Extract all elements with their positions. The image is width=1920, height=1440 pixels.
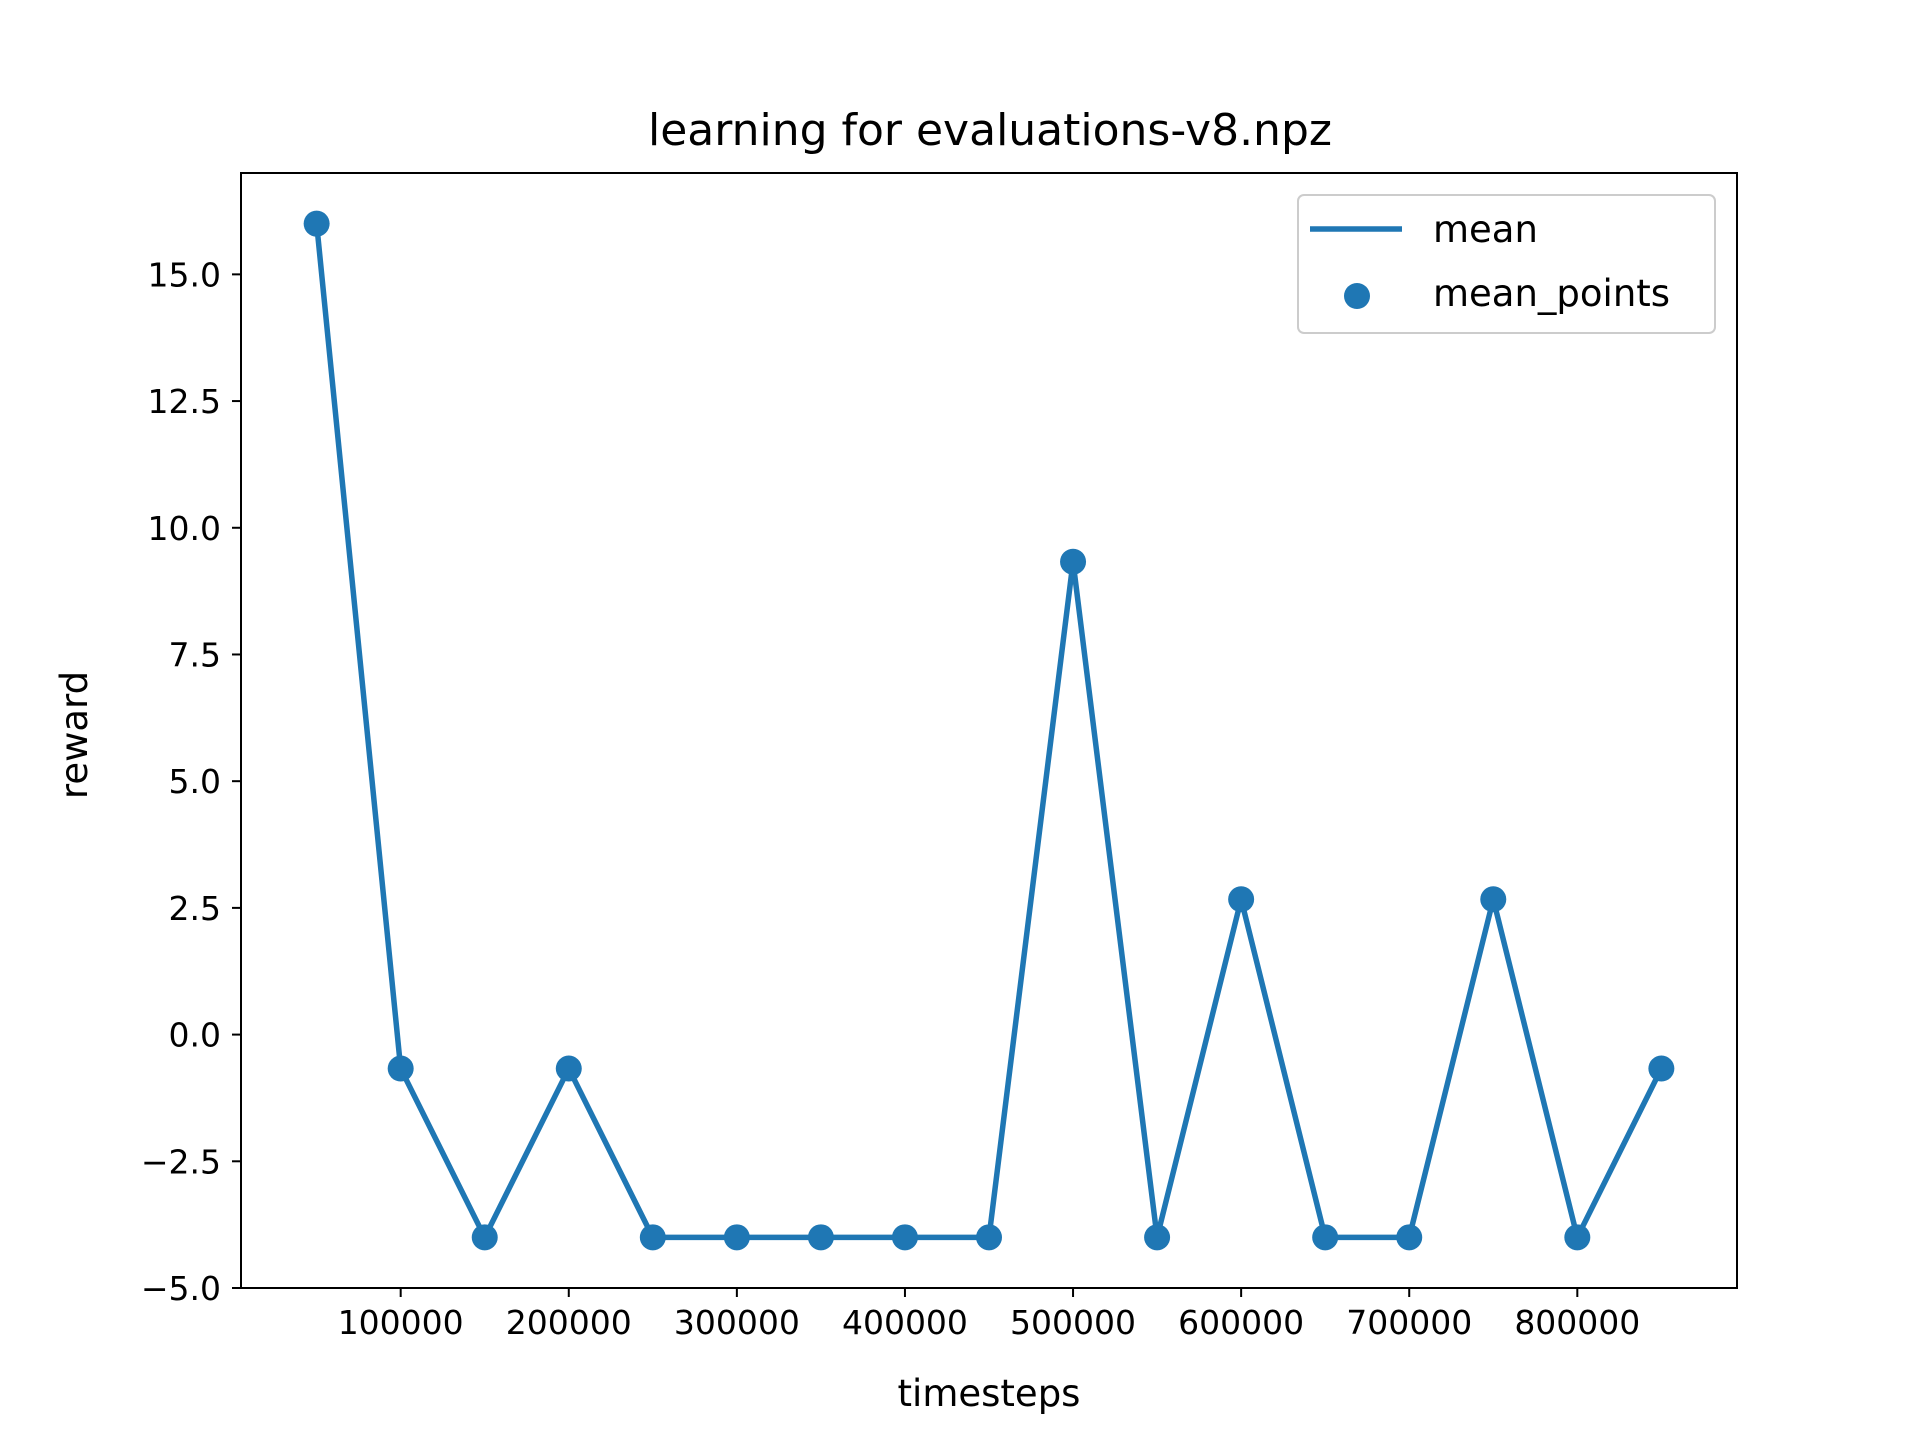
x-tick-label: 600000 <box>1178 1303 1304 1342</box>
data-point <box>891 1224 918 1251</box>
data-point <box>976 1224 1002 1251</box>
chart-title: learning for evaluations-v8.npz <box>648 105 1332 156</box>
legend: mean mean_points <box>1297 194 1716 334</box>
data-point <box>471 1224 498 1251</box>
y-tick-label: −2.5 <box>141 1142 221 1181</box>
series-points-mean-points <box>303 210 1675 1251</box>
y-tick-label: 7.5 <box>169 635 221 674</box>
x-axis-label: timesteps <box>898 1372 1081 1415</box>
legend-label-mean-points: mean_points <box>1433 272 1670 315</box>
y-tick-label: 15.0 <box>148 255 221 294</box>
data-point <box>1060 548 1087 575</box>
data-point <box>1228 886 1255 913</box>
data-point <box>807 1224 834 1251</box>
data-point <box>1144 1224 1171 1251</box>
plot-area <box>241 173 1737 1288</box>
data-point <box>1312 1224 1339 1251</box>
y-tick-label: −5.0 <box>141 1269 221 1308</box>
data-point <box>639 1224 666 1251</box>
data-point <box>1480 886 1507 913</box>
x-tick-label: 300000 <box>674 1303 800 1342</box>
legend-label-mean: mean <box>1433 208 1538 251</box>
y-tick-label: 5.0 <box>169 762 221 801</box>
legend-point-swatch <box>1344 283 1370 309</box>
y-tick-label: 2.5 <box>169 889 221 928</box>
y-tick-label: 10.0 <box>148 509 221 548</box>
x-tick-label: 700000 <box>1346 1303 1472 1342</box>
x-axis-ticks: 100000 200000 300000 400000 500000 600000 7000… <box>338 1288 1640 1342</box>
legend-frame <box>1297 194 1716 334</box>
x-tick-label: 500000 <box>1010 1303 1136 1342</box>
data-point <box>723 1224 750 1251</box>
x-tick-label: 200000 <box>506 1303 632 1342</box>
y-axis-label: reward <box>53 671 96 799</box>
x-tick-label: 400000 <box>842 1303 968 1342</box>
y-axis-ticks: −5.0 −2.5 0.0 2.5 5.0 7.5 10.0 12.5 15.0 <box>141 255 241 1308</box>
data-point <box>1396 1224 1423 1251</box>
x-tick-label: 100000 <box>338 1303 464 1342</box>
data-point <box>555 1055 582 1082</box>
plot-frame <box>240 172 1738 1289</box>
data-point <box>1564 1224 1591 1251</box>
y-tick-label: 12.5 <box>148 382 221 421</box>
data-point <box>303 210 330 237</box>
data-point <box>387 1055 414 1082</box>
x-tick-label: 800000 <box>1514 1303 1640 1342</box>
data-point <box>1648 1055 1675 1082</box>
y-tick-label: 0.0 <box>169 1016 221 1055</box>
